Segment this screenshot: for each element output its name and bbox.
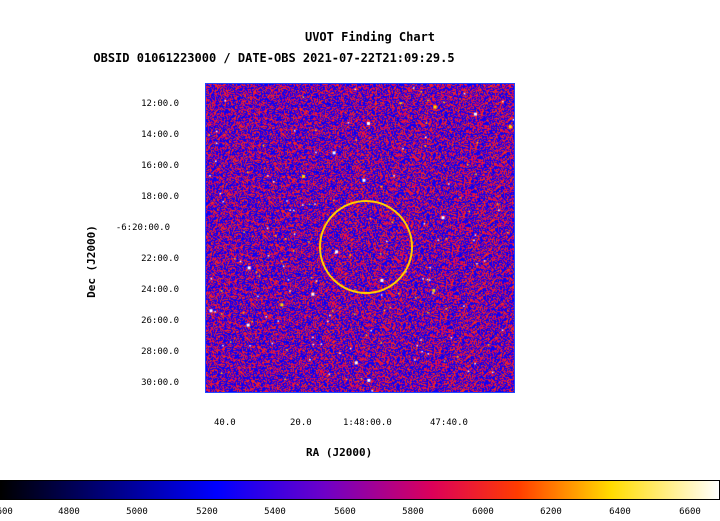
overlay-layer: [319, 200, 413, 294]
dec-tick: 22:00.0: [141, 254, 179, 264]
colorbar-tick: 6400: [609, 507, 631, 517]
source-region-circle: [319, 200, 413, 294]
colorbar-tick: 4600: [0, 507, 13, 517]
chart-subtitle: OBSID 01061223000 / DATE-OBS 2021-07-22T…: [93, 51, 455, 65]
colorbar-tick: 6000: [472, 507, 494, 517]
dec-tick: 12:00.0: [141, 99, 179, 109]
colorbar-tick: 5800: [402, 507, 424, 517]
colorbar: [0, 480, 720, 500]
colorbar-tick: 6200: [540, 507, 562, 517]
dec-tick: 14:00.0: [141, 130, 179, 140]
colorbar-tick: 5200: [196, 507, 218, 517]
sky-image: [205, 83, 515, 393]
colorbar-tick: 6600: [679, 507, 701, 517]
dec-tick: 26:00.0: [141, 316, 179, 326]
colorbar-tick: 4800: [58, 507, 80, 517]
ra-tick: 1:48:00.0: [343, 418, 392, 428]
dec-tick: 16:00.0: [141, 161, 179, 171]
dec-tick: 30:00.0: [141, 378, 179, 388]
dec-tick: 18:00.0: [141, 192, 179, 202]
chart-title: UVOT Finding Chart: [304, 30, 436, 44]
dec-tick: 24:00.0: [141, 285, 179, 295]
colorbar-tick: 5000: [126, 507, 148, 517]
colorbar-tick: 5600: [334, 507, 356, 517]
ra-tick: 47:40.0: [430, 418, 468, 428]
dec-tick: -6:20:00.0: [115, 223, 170, 233]
x-axis-label: RA (J2000): [306, 446, 373, 459]
ra-tick: 20.0: [290, 418, 312, 428]
ra-tick: 40.0: [214, 418, 236, 428]
sky-image-canvas: [206, 84, 514, 392]
colorbar-tick: 5400: [264, 507, 286, 517]
dec-tick: 28:00.0: [141, 347, 179, 357]
